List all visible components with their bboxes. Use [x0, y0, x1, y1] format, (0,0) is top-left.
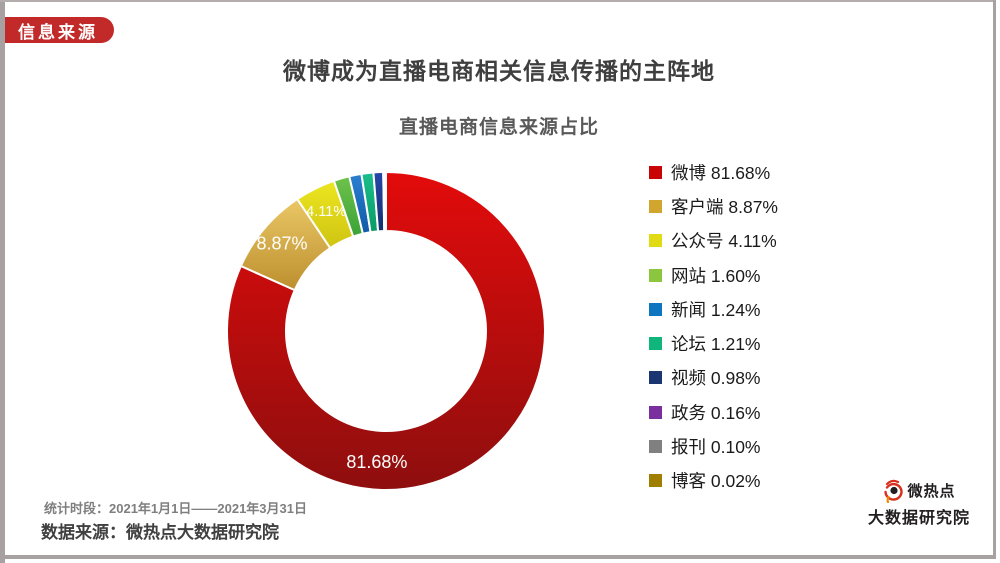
slide-border-bottom: [0, 555, 996, 559]
chart-title: 直播电商信息来源占比: [398, 117, 599, 138]
legend-swatch: [649, 302, 662, 316]
brand-logo: 微热点 大数据研究院: [860, 478, 978, 528]
legend-item: 客户端 8.87%: [649, 189, 778, 223]
legend-label: 论坛 1.21%: [671, 334, 761, 355]
legend-label: 报刊 0.10%: [671, 437, 761, 458]
legend-label: 客户端 8.87%: [671, 196, 778, 217]
brand-subtitle: 大数据研究院: [867, 510, 970, 527]
data-source: 数据来源：微热点大数据研究院: [41, 523, 279, 542]
page-title: 微博成为直播电商相关信息传播的主阵地: [283, 58, 715, 84]
legend-item: 新闻 1.24%: [649, 292, 778, 326]
slide-border-right: [993, 0, 996, 559]
legend-swatch: [649, 199, 662, 213]
legend-swatch: [649, 234, 662, 248]
brand-name: 微热点: [907, 483, 956, 500]
stats-period: 统计时段：2021年1月1日——2021年3月31日: [44, 501, 307, 516]
legend-swatch: [649, 268, 662, 282]
slice-percentage-label: 4.11%: [306, 204, 346, 220]
legend-item: 政务 0.16%: [649, 395, 778, 429]
legend-label: 视频 0.98%: [671, 368, 761, 389]
legend-swatch: [649, 474, 662, 488]
donut-chart: 81.68% 8.87% 4.11%: [226, 170, 546, 491]
legend-label: 政务 0.16%: [671, 402, 761, 423]
legend-swatch: [649, 405, 662, 419]
legend-item: 公众号 4.11%: [649, 224, 778, 258]
slide-border-left: [0, 0, 5, 563]
section-badge: 信息来源: [5, 17, 114, 43]
legend-item: 报刊 0.10%: [649, 429, 778, 463]
slice-percentage-label: 8.87%: [256, 234, 307, 254]
legend-swatch: [649, 440, 662, 454]
legend-item: 博客 0.02%: [649, 464, 778, 498]
legend-swatch: [649, 371, 662, 385]
legend-swatch: [649, 165, 662, 179]
legend-label: 博客 0.02%: [671, 471, 761, 492]
legend-label: 网站 1.60%: [671, 265, 761, 286]
legend-label: 微博 81.68%: [671, 162, 771, 183]
legend-label: 新闻 1.24%: [671, 299, 761, 320]
legend-item: 论坛 1.21%: [649, 326, 778, 360]
slide-border-top: [0, 0, 996, 2]
legend-item: 视频 0.98%: [649, 361, 778, 395]
legend-item: 网站 1.60%: [649, 258, 778, 292]
weiredian-eye-icon: [884, 479, 904, 503]
legend-swatch: [649, 337, 662, 351]
donut-slice: [226, 170, 546, 491]
legend-item: 微博 81.68%: [649, 155, 778, 189]
section-badge-label: 信息来源: [18, 22, 98, 42]
legend-label: 公众号 4.11%: [671, 231, 777, 252]
chart-legend: 微博 81.68% 客户端 8.87% 公众号 4.11% 网站 1.60% 新闻 1.…: [649, 155, 778, 498]
slice-percentage-label: 81.68%: [346, 452, 407, 472]
